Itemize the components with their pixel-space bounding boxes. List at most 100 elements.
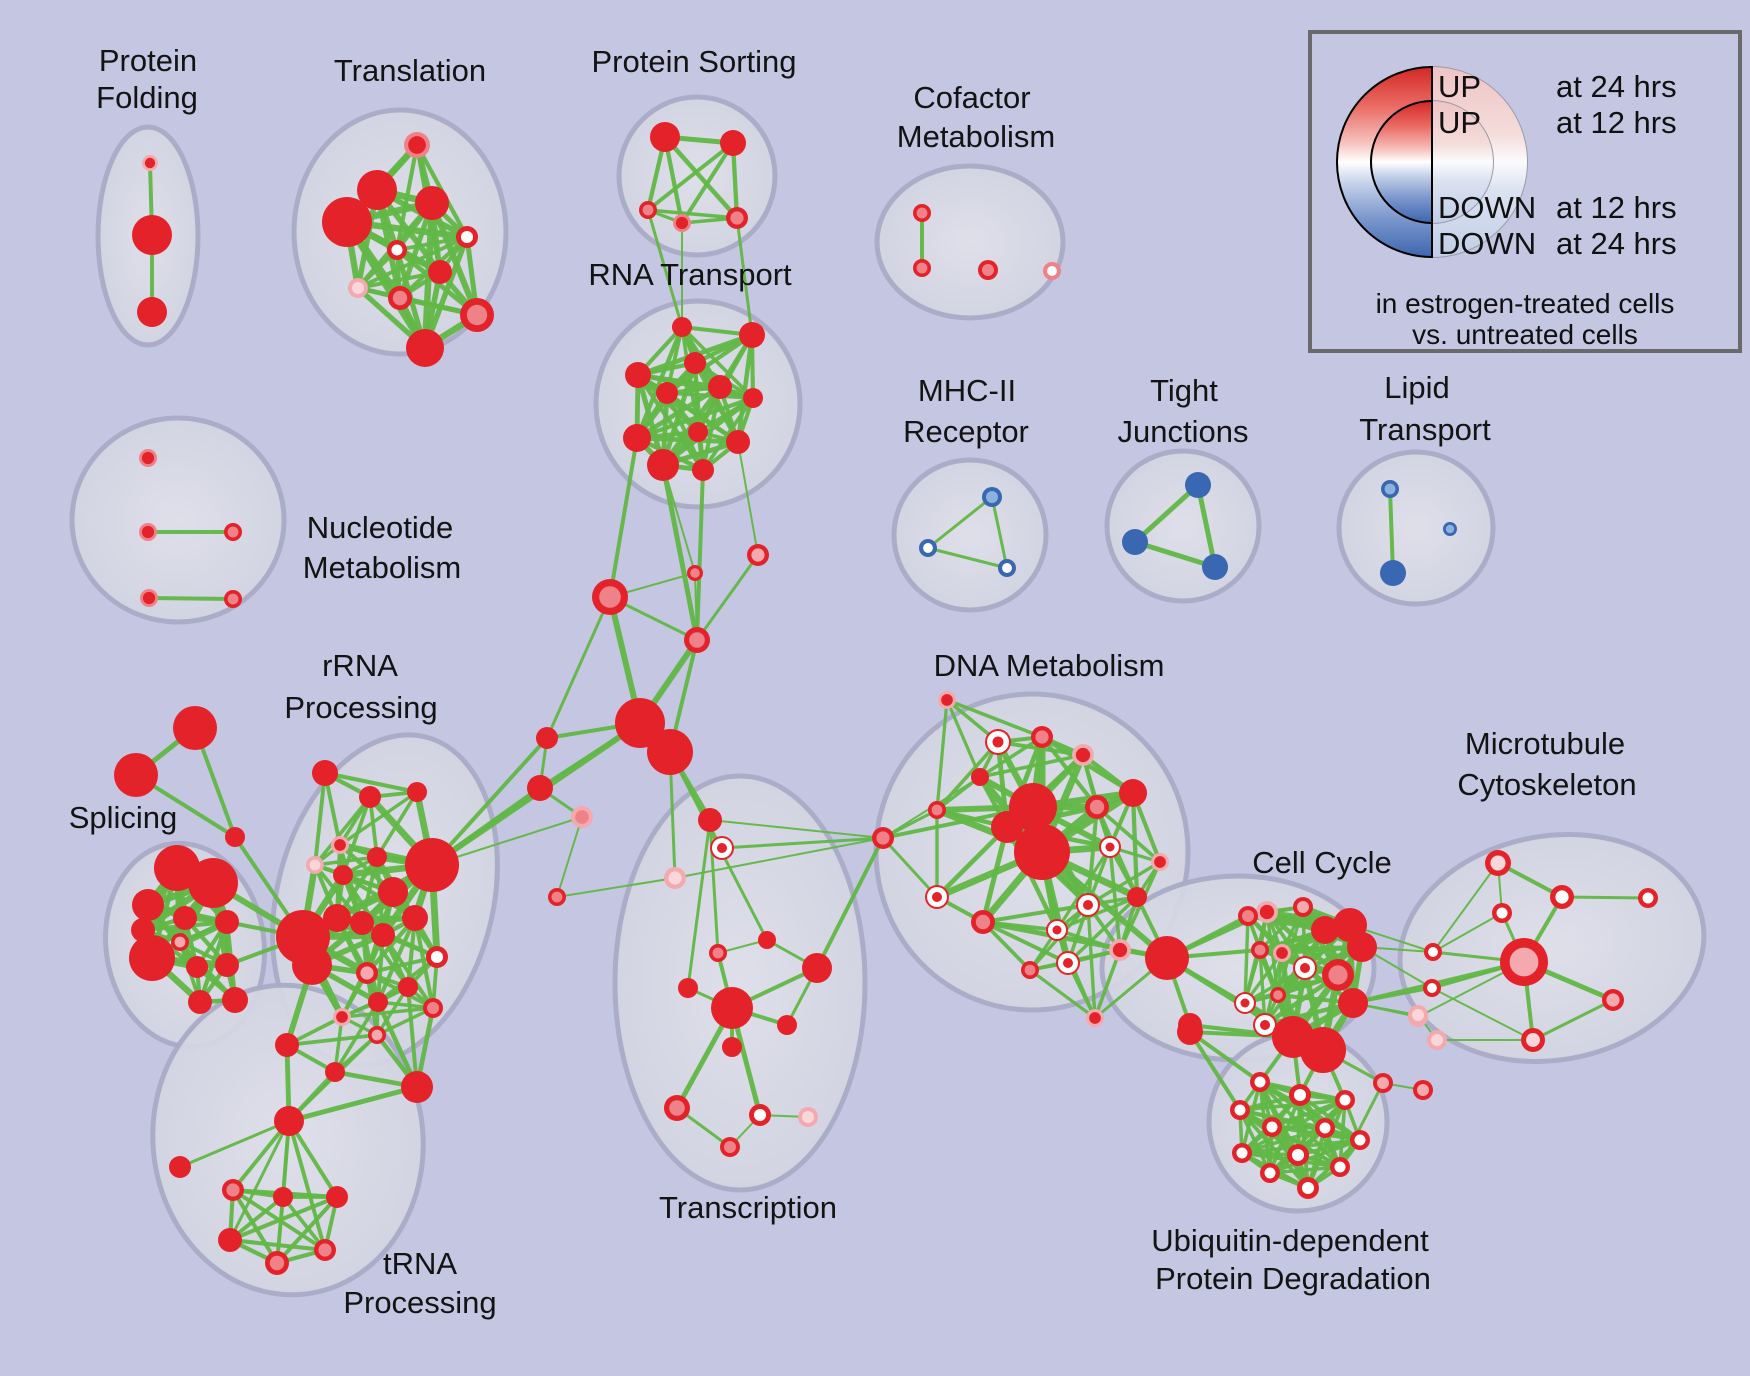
gene-node-wb[interactable] [998,559,1016,577]
gene-node-pr[interactable] [333,1008,351,1026]
gene-node-wr[interactable] [1076,893,1100,917]
gene-node-wb[interactable] [919,539,937,557]
gene-node-sr[interactable] [673,214,691,232]
gene-node-rs[interactable] [423,998,443,1018]
gene-node-s[interactable] [368,992,388,1012]
gene-node-rs[interactable] [971,910,995,934]
gene-node-ws[interactable] [1043,262,1061,280]
gene-node-wr[interactable] [1056,951,1080,975]
gene-node-s[interactable] [407,782,427,802]
gene-node-s[interactable] [726,430,750,454]
gene-node-wr[interactable] [1253,1013,1277,1037]
gene-node-s[interactable] [129,935,175,981]
gene-node-pp[interactable] [1408,1005,1428,1025]
gene-node-s[interactable] [656,382,678,404]
gene-node-sb[interactable] [1202,554,1228,580]
gene-node-rs[interactable] [1270,987,1286,1003]
gene-node-rw[interactable] [1250,1072,1270,1092]
gene-node-s[interactable] [1178,1013,1202,1037]
gene-node-s[interactable] [173,706,217,750]
gene-node-lb[interactable] [1381,480,1399,498]
gene-node-rw[interactable] [1260,1163,1280,1183]
gene-node-rw[interactable] [1492,903,1512,923]
gene-node-rp[interactable] [1293,897,1313,917]
gene-node-s[interactable] [722,1037,742,1057]
gene-node-rs[interactable] [639,201,657,219]
gene-node-rs[interactable] [1085,795,1109,819]
gene-node-sr[interactable] [139,449,157,467]
gene-node-sb[interactable] [1122,529,1148,555]
gene-node-rw[interactable] [1287,1144,1309,1166]
gene-node-s[interactable] [406,329,444,367]
gene-node-wr[interactable] [1234,992,1256,1014]
gene-node-pp[interactable] [798,1107,818,1127]
gene-node-s[interactable] [678,978,698,998]
gene-node-s[interactable] [132,889,164,921]
gene-node-s[interactable] [275,1033,299,1057]
gene-node-s[interactable] [169,1156,191,1178]
gene-node-s[interactable] [527,775,553,801]
gene-node-rp[interactable] [171,933,189,951]
gene-node-pr[interactable] [1151,853,1169,871]
gene-node-rp[interactable] [1413,1080,1433,1100]
gene-node-rpp[interactable] [1485,850,1511,876]
gene-node-pr[interactable] [142,155,158,171]
gene-node-s[interactable] [415,186,449,220]
gene-node-s[interactable] [405,838,459,892]
gene-node-s[interactable] [225,827,245,847]
gene-node-rw[interactable] [1638,888,1658,908]
gene-node-rw[interactable] [1335,1090,1355,1110]
gene-node-s[interactable] [625,362,651,388]
gene-node-s[interactable] [1311,916,1339,944]
gene-node-rs[interactable] [664,1095,690,1121]
gene-node-s[interactable] [325,1062,345,1082]
gene-node-rs[interactable] [687,565,703,581]
gene-node-pr[interactable] [1256,901,1278,923]
gene-node-sr[interactable] [140,589,158,607]
gene-node-s[interactable] [1127,887,1147,907]
gene-node-s[interactable] [1145,936,1189,980]
gene-node-wr[interactable] [925,885,949,909]
gene-node-rs[interactable] [314,1239,336,1261]
gene-node-s[interactable] [428,260,452,284]
gene-node-s[interactable] [708,375,732,399]
gene-node-s[interactable] [672,317,692,337]
gene-node-s[interactable] [647,449,679,481]
gene-node-s[interactable] [1300,1027,1346,1073]
gene-node-rs[interactable] [1031,726,1053,748]
gene-node-rs[interactable] [684,627,710,653]
gene-node-pp[interactable] [1427,1030,1447,1050]
gene-node-sr[interactable] [139,523,157,541]
gene-node-s[interactable] [312,760,338,786]
gene-node-rw[interactable] [1423,979,1441,997]
gene-node-s[interactable] [292,945,332,985]
gene-node-rp[interactable] [747,544,769,566]
gene-node-s[interactable] [173,906,197,930]
gene-node-wr[interactable] [1293,956,1317,980]
gene-node-rs[interactable] [388,286,412,310]
gene-node-s[interactable] [371,923,395,947]
gene-node-s[interactable] [215,953,239,977]
gene-node-s[interactable] [322,197,372,247]
gene-node-wr[interactable] [985,729,1011,755]
gene-node-s[interactable] [1338,988,1368,1018]
gene-node-rs[interactable] [720,1137,740,1157]
gene-node-s[interactable] [359,786,381,808]
gene-node-rs[interactable] [224,590,242,608]
gene-node-rs[interactable] [1251,941,1269,959]
gene-node-rw[interactable] [1315,1118,1335,1138]
gene-node-pp[interactable] [348,278,368,298]
gene-node-sb[interactable] [1380,560,1406,586]
gene-node-rs[interactable] [224,523,242,541]
gene-node-s[interactable] [215,910,239,934]
gene-node-pr[interactable] [1072,744,1094,766]
gene-node-rw[interactable] [1424,943,1442,961]
gene-node-rw[interactable] [1262,1117,1282,1137]
gene-node-s[interactable] [333,865,353,885]
gene-node-rs[interactable] [978,260,998,280]
gene-node-s[interactable] [991,811,1023,843]
gene-node-lb[interactable] [1443,522,1457,536]
gene-node-s[interactable] [401,1071,433,1103]
gene-node-pr[interactable] [1109,939,1131,961]
gene-node-s[interactable] [357,170,397,210]
